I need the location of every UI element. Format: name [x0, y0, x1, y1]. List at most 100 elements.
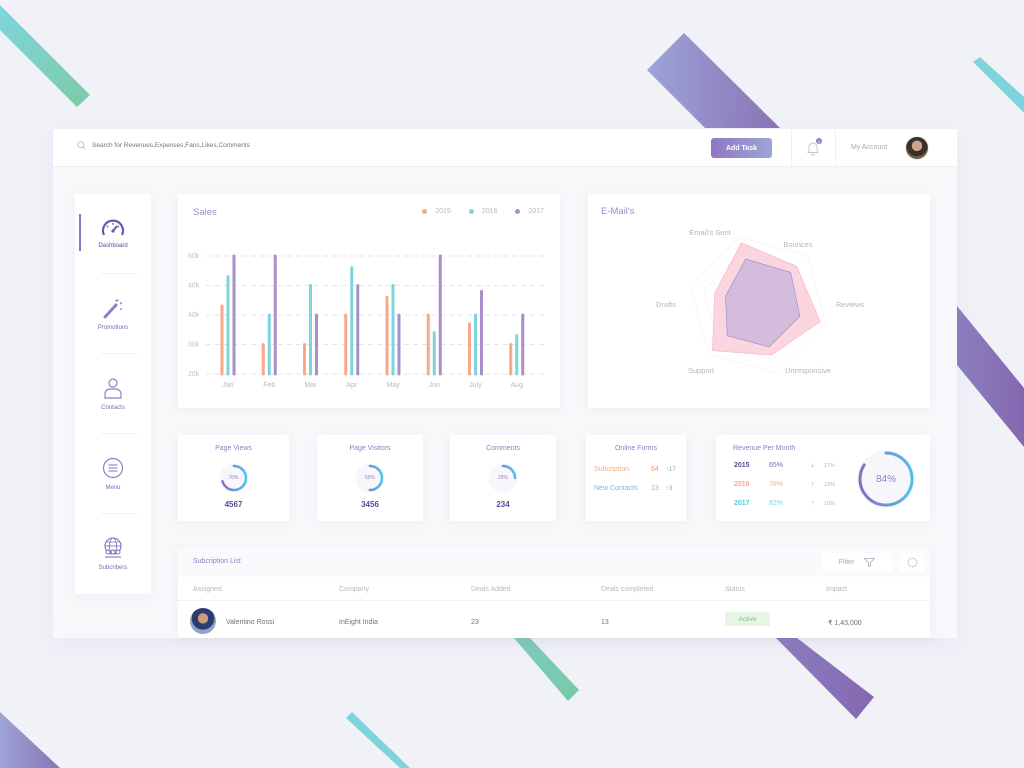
- revenue-row: 2016 78% ↑ 13%: [734, 481, 836, 488]
- settings-button[interactable]: [900, 553, 924, 571]
- svg-text:Aug: Aug: [511, 382, 524, 389]
- sidebar-item-label: Subcribers: [98, 565, 128, 571]
- sales-chart-card: Sales 2015 2016 2017 60k 40k 40k 30k 20k Jan F…: [178, 194, 560, 408]
- cell-impact: ₹ 1,43,000: [828, 620, 862, 627]
- online-forms-title: Online Forms: [614, 445, 657, 452]
- sales-title: Sales: [193, 207, 217, 218]
- menu-circle-icon: [102, 457, 124, 479]
- legend-item-2017[interactable]: 2017: [515, 208, 544, 215]
- globe-people-icon: [104, 537, 122, 558]
- sidebar-item-label: Dashboard: [98, 243, 128, 249]
- progress-ring: 70%: [214, 458, 254, 498]
- svg-text:20k: 20k: [188, 371, 200, 378]
- column-header-status[interactable]: Status: [725, 586, 745, 593]
- divider: [101, 433, 137, 434]
- stat-title: Page Views: [215, 445, 252, 452]
- svg-text:Support: Support: [688, 366, 715, 375]
- svg-text:40k: 40k: [188, 312, 200, 319]
- divider: [178, 600, 930, 601]
- online-forms-row: Subcription 64 ↑17: [594, 466, 676, 473]
- svg-text:May: May: [386, 382, 400, 389]
- stat-value: 3456: [361, 500, 379, 509]
- sidebar-item-label: Contacts: [101, 405, 125, 411]
- cell-company: InEight India: [339, 619, 378, 626]
- search-icon: [77, 141, 86, 150]
- svg-text:July: July: [469, 382, 482, 389]
- divider: [835, 129, 836, 167]
- user-avatar[interactable]: [905, 136, 929, 160]
- filter-button[interactable]: Filter: [822, 553, 892, 571]
- subscription-list-table: Subcription List Filter Assigned Company…: [178, 548, 930, 638]
- sidebar: Dashboard Promotions Contacts Menu Subcr…: [75, 194, 151, 594]
- svg-text:Drafts: Drafts: [656, 300, 676, 309]
- arrow-down-icon: ↓: [811, 462, 815, 469]
- svg-text:Feb: Feb: [263, 382, 275, 389]
- active-indicator: [79, 214, 81, 251]
- column-header-assigned[interactable]: Assigned: [193, 586, 222, 593]
- comments-card: Comments 25% 234: [450, 435, 556, 521]
- filter-icon: [864, 557, 876, 567]
- add-task-button[interactable]: Add Task: [711, 138, 772, 158]
- column-header-impact[interactable]: Impact: [826, 586, 848, 593]
- notifications-button[interactable]: 2: [805, 138, 822, 156]
- divider: [101, 273, 137, 274]
- progress-ring: 50%: [350, 458, 390, 498]
- legend-item-2015[interactable]: 2015: [422, 208, 451, 215]
- sidebar-item-menu[interactable]: Menu: [75, 434, 151, 514]
- svg-text:60k: 60k: [188, 253, 200, 260]
- revenue-row: 2017 82% ↑ 16%: [734, 500, 836, 507]
- stat-value: 234: [496, 500, 510, 509]
- svg-text:30k: 30k: [188, 342, 200, 349]
- svg-text:Jan: Jan: [222, 382, 233, 389]
- my-account-link[interactable]: My Account: [851, 144, 888, 151]
- svg-text:Bounces: Bounces: [783, 240, 812, 249]
- sidebar-item-subscribers[interactable]: Subcribers: [75, 514, 151, 594]
- svg-text:Jun: Jun: [429, 382, 440, 389]
- avatar: [190, 608, 216, 634]
- svg-text:Reviews: Reviews: [836, 300, 865, 309]
- divider: [791, 129, 792, 167]
- page-views-card: Page Views 70% 4567: [178, 435, 289, 521]
- cell-deals-completed: 13: [601, 619, 609, 626]
- svg-text:Email's Sent: Email's Sent: [689, 228, 731, 237]
- bell-icon: [807, 142, 819, 156]
- stat-title: Page Visitors: [349, 445, 391, 452]
- search-input[interactable]: [92, 142, 392, 149]
- stat-title: Comments: [486, 445, 520, 452]
- column-header-deals-added[interactable]: Deals Added: [471, 586, 511, 593]
- emails-title: E-Mail's: [601, 206, 635, 217]
- top-bar: Add Task 2 My Account: [53, 129, 957, 167]
- magic-wand-icon: [103, 299, 123, 319]
- revenue-ring: 84%: [856, 449, 916, 509]
- svg-text:40k: 40k: [188, 283, 200, 290]
- dashboard-window: Add Task 2 My Account Dashboard Promotio…: [53, 129, 957, 638]
- search-bar[interactable]: [77, 141, 392, 150]
- column-header-company[interactable]: Company: [339, 586, 369, 593]
- divider: [101, 513, 137, 514]
- sidebar-item-label: Menu: [105, 485, 121, 491]
- page-visitors-card: Page Visitors 50% 3456: [317, 435, 423, 521]
- table-header-bar: [178, 548, 930, 577]
- svg-text:Mar: Mar: [304, 382, 317, 389]
- legend-item-2016[interactable]: 2016: [468, 208, 497, 215]
- sales-legend: 2015 2016 2017: [422, 208, 544, 215]
- sidebar-item-promotions[interactable]: Promotions: [75, 274, 151, 354]
- revenue-card: Revenue Per Month 2015 65% ↓ 17% 2016 78…: [716, 435, 930, 521]
- sales-bar-chart: 60k 40k 40k 30k 20k Jan Feb Mar Apr May Jun July Aug: [188, 253, 546, 389]
- cell-assigned: Valentino Rossi: [226, 619, 275, 626]
- subscription-list-title: Subcription List: [193, 558, 241, 565]
- sidebar-item-dashboard[interactable]: Dashboard: [75, 194, 151, 274]
- online-forms-card: Online Forms Subcription 64 ↑17 New Cont…: [586, 435, 686, 521]
- online-forms-row: New Contacts 13 ↑3: [594, 485, 673, 492]
- emails-radar-card: E-Mail's Email's Sent Bounces Reviews Unres…: [588, 194, 930, 408]
- column-header-deals-completed[interactable]: Deals completed: [601, 586, 654, 593]
- emails-radar-chart: Email's Sent Bounces Reviews Unresponsive Su…: [656, 228, 865, 375]
- revenue-row: 2015 65% ↓ 17%: [734, 462, 836, 469]
- sidebar-item-label: Promotions: [97, 325, 129, 331]
- speedometer-icon: [101, 219, 125, 236]
- sidebar-item-contacts[interactable]: Contacts: [75, 354, 151, 434]
- svg-text:Apr: Apr: [346, 382, 358, 389]
- svg-text:Unresponsive: Unresponsive: [785, 366, 831, 375]
- stat-value: 4567: [224, 500, 243, 509]
